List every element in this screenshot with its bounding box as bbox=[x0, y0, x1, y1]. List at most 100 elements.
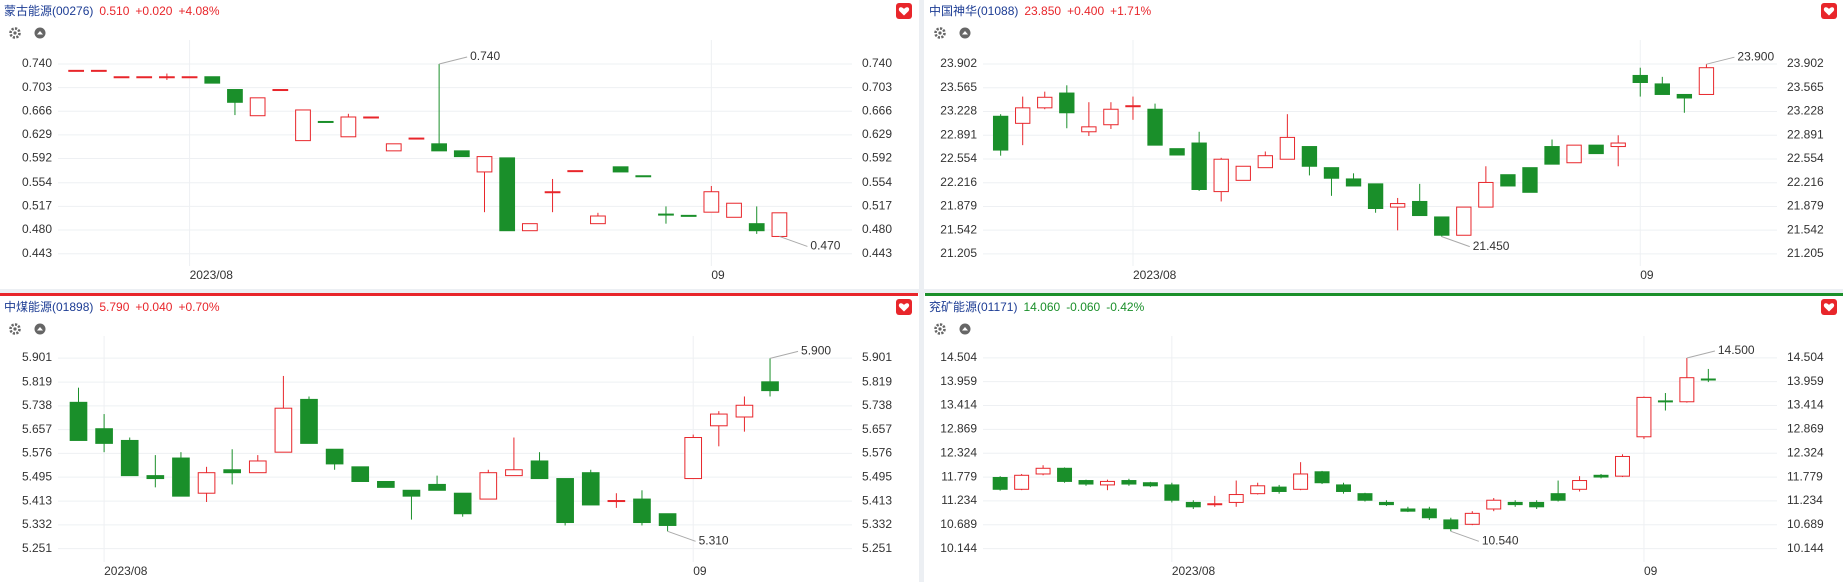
candle-body bbox=[1529, 501, 1545, 508]
candle-body bbox=[521, 223, 538, 232]
candle-body bbox=[377, 480, 395, 488]
candle-body bbox=[90, 69, 107, 72]
x-tick-label: 09 bbox=[1640, 268, 1654, 282]
y-tick-label: 0.554 bbox=[22, 175, 52, 189]
y-tick-label: 5.819 bbox=[22, 374, 52, 388]
y-tick-label-right: 12.869 bbox=[1787, 422, 1824, 436]
settings-button[interactable] bbox=[934, 323, 946, 335]
x-tick-label: 2023/08 bbox=[190, 268, 234, 282]
chart: 5.901 5.901 5.819 5.819 5.738 5.738 5.657 5.657… bbox=[9, 323, 892, 578]
settings-icon bbox=[934, 27, 946, 39]
settings-icon-core bbox=[13, 31, 17, 35]
change: +0.040 bbox=[135, 300, 173, 314]
x-tick-label: 2023/08 bbox=[1133, 268, 1177, 282]
y-tick-label: 14.504 bbox=[940, 350, 977, 364]
candle-body bbox=[95, 428, 113, 444]
y-tick-label-right: 5.657 bbox=[862, 422, 892, 436]
candle-body bbox=[1522, 167, 1538, 193]
favorite-button[interactable] bbox=[896, 3, 912, 19]
y-tick-label: 12.869 bbox=[940, 422, 977, 436]
y-tick-label: 5.738 bbox=[22, 398, 52, 412]
favorite-heart bbox=[1823, 7, 1835, 16]
candle-body bbox=[272, 89, 289, 92]
y-tick-label-right: 0.554 bbox=[862, 175, 892, 189]
settings-button[interactable] bbox=[9, 27, 21, 39]
collapse-button[interactable] bbox=[34, 323, 46, 335]
candle-body bbox=[1191, 142, 1207, 190]
y-tick-label: 22.891 bbox=[940, 127, 977, 141]
y-tick-label: 0.517 bbox=[22, 199, 52, 213]
price: 0.510 bbox=[99, 4, 130, 18]
settings-icon-core bbox=[13, 327, 17, 331]
candle-body bbox=[680, 214, 697, 217]
stock-title: 蒙古能源(00276) bbox=[4, 4, 94, 18]
y-tick-label-right: 0.592 bbox=[862, 151, 892, 165]
candle-body bbox=[1700, 378, 1716, 381]
panel-header: 兖矿能源(01171) 14.060 -0.060 -0.42% bbox=[925, 296, 1843, 318]
candle-body bbox=[1336, 484, 1351, 492]
candle-body bbox=[1323, 167, 1340, 179]
annotation-leader bbox=[1441, 236, 1470, 248]
separator bbox=[0, 289, 1843, 293]
candle-body bbox=[136, 76, 153, 79]
candle-body bbox=[1213, 158, 1229, 193]
y-tick-label-right: 21.205 bbox=[1787, 246, 1824, 260]
candle-body bbox=[1566, 144, 1582, 164]
chart: 23.902 23.902 23.565 23.565 23.228 23.228 22.8… bbox=[934, 27, 1824, 282]
candle-body bbox=[1550, 493, 1566, 501]
annotation-label: 5.900 bbox=[801, 344, 831, 358]
candle-body bbox=[172, 457, 190, 497]
y-tick-label-right: 22.891 bbox=[1787, 127, 1824, 141]
favorite-heart bbox=[898, 303, 910, 312]
panel-header: 蒙古能源(00276) 0.510 +0.020 +4.08% bbox=[0, 0, 918, 22]
annotation-label: 0.470 bbox=[810, 239, 840, 253]
x-tick-label: 09 bbox=[1644, 564, 1658, 578]
candle-body bbox=[633, 498, 651, 524]
candle-body bbox=[735, 404, 754, 418]
change: +0.400 bbox=[1067, 4, 1105, 18]
y-tick-label: 23.565 bbox=[940, 80, 977, 94]
candle-body bbox=[1271, 486, 1287, 492]
candle-body bbox=[1507, 501, 1523, 506]
settings-button[interactable] bbox=[9, 323, 21, 335]
candle-body bbox=[1014, 474, 1030, 490]
candle-body bbox=[223, 469, 241, 474]
candle-body bbox=[1015, 107, 1031, 124]
stock-title: 中煤能源(01898) bbox=[4, 300, 94, 314]
y-tick-label-right: 5.819 bbox=[862, 374, 892, 388]
collapse-button[interactable] bbox=[959, 27, 971, 39]
favorite-button[interactable] bbox=[896, 299, 912, 315]
annotation-label: 23.900 bbox=[1737, 49, 1774, 63]
candle-body bbox=[1169, 148, 1185, 156]
candle-body bbox=[453, 492, 472, 515]
y-tick-label: 0.629 bbox=[22, 127, 52, 141]
y-tick-label-right: 5.413 bbox=[862, 493, 892, 507]
candle-body bbox=[1099, 480, 1115, 486]
y-tick-label-right: 5.332 bbox=[862, 517, 892, 531]
settings-button[interactable] bbox=[934, 27, 946, 39]
y-tick-label: 0.666 bbox=[22, 103, 52, 117]
y-tick-label: 23.228 bbox=[940, 104, 977, 118]
candle-body bbox=[1572, 480, 1588, 490]
candle-body bbox=[1164, 484, 1180, 501]
candle-body bbox=[476, 156, 493, 173]
y-tick-label-right: 5.251 bbox=[862, 541, 892, 555]
stock-panel: 中煤能源(01898) 5.790 +0.040 +0.70% 5.901 5.901 5… bbox=[0, 293, 918, 582]
y-tick-label: 12.324 bbox=[940, 445, 977, 459]
favorite-button[interactable] bbox=[1821, 299, 1837, 315]
candle-body bbox=[544, 191, 561, 194]
candle-body bbox=[1250, 485, 1266, 495]
candle-body bbox=[1228, 494, 1244, 503]
candle-body bbox=[1037, 96, 1053, 109]
favorite-button[interactable] bbox=[1821, 3, 1837, 19]
stock-title: 兖矿能源(01171) bbox=[929, 300, 1018, 314]
candle-body bbox=[1464, 512, 1480, 525]
collapse-button[interactable] bbox=[959, 323, 971, 335]
collapse-button[interactable] bbox=[34, 27, 46, 39]
y-tick-label: 21.542 bbox=[940, 222, 977, 236]
candle-body bbox=[159, 76, 175, 79]
annotation-leader bbox=[667, 530, 696, 542]
annotation-label: 0.740 bbox=[470, 49, 500, 63]
candle-body bbox=[408, 137, 425, 140]
y-tick-label-right: 12.324 bbox=[1787, 445, 1824, 459]
